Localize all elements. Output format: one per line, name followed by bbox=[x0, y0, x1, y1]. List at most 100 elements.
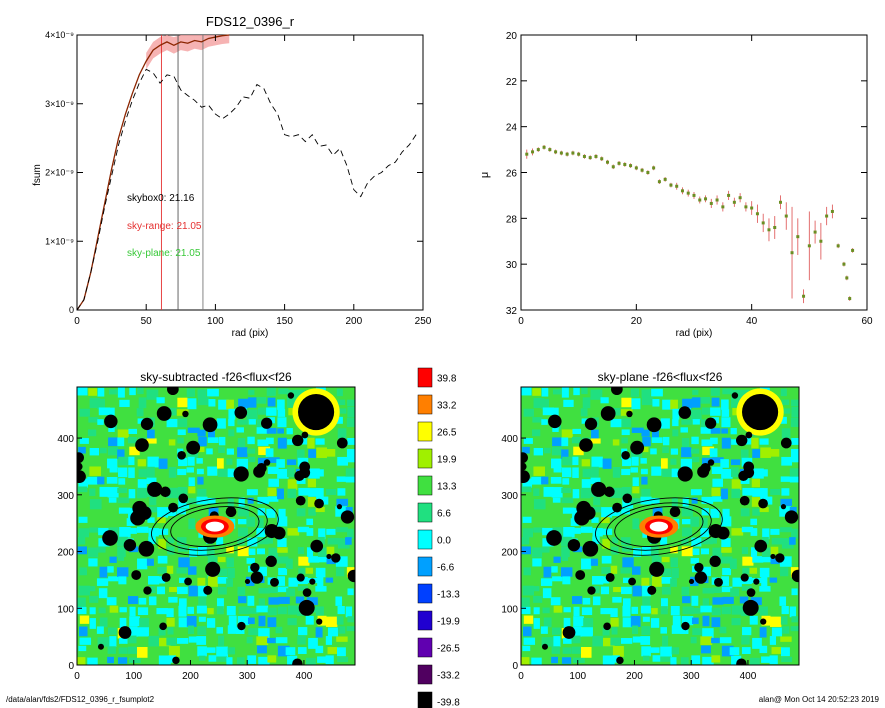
sky-plane-noise-cell bbox=[692, 548, 700, 555]
sky-plane-noise-cell bbox=[641, 446, 649, 453]
sky-plane-noise-cell bbox=[710, 537, 717, 544]
sky-subtracted-noise-cell bbox=[77, 537, 86, 545]
sky-plane-noise-cell bbox=[642, 436, 651, 447]
sky-plane-noise-cell bbox=[681, 527, 693, 537]
sky-subtracted-noise-cell bbox=[345, 476, 355, 483]
sky-subtracted-noise-cell bbox=[207, 556, 218, 563]
sky-subtracted-noise-cell bbox=[126, 518, 135, 526]
mu-point bbox=[617, 161, 621, 165]
sky-subtracted-noise-cell bbox=[109, 636, 117, 647]
sky-subtracted-mask-hole bbox=[160, 486, 171, 498]
sky-subtracted-noise-cell bbox=[157, 567, 168, 574]
sky-plane-noise-cell bbox=[580, 488, 591, 499]
sky-subtracted-mask-hole bbox=[250, 562, 260, 573]
sky-subtracted-noise-cell bbox=[287, 439, 296, 445]
sky-subtracted-ytick-label: 100 bbox=[57, 604, 74, 615]
sky-plane-noise-cell bbox=[521, 546, 531, 555]
sky-plane-noise-cell bbox=[580, 408, 588, 417]
sky-plane-noise-cell bbox=[761, 656, 773, 663]
sky-subtracted-mask-hole bbox=[159, 622, 167, 631]
sky-subtracted-noise-cell bbox=[257, 439, 269, 446]
sky-subtracted-noise-cell bbox=[136, 526, 149, 533]
sky-subtracted-mask-hole bbox=[340, 510, 355, 524]
sky-subtracted-noise-cell bbox=[79, 567, 87, 576]
sky-plane-noise-cell bbox=[540, 626, 548, 634]
sky-plane-noise-cell bbox=[701, 439, 713, 446]
sky-plane-noise-cell bbox=[551, 487, 563, 498]
sky-plane-mask-hole bbox=[579, 438, 593, 452]
sky-subtracted-noise-cell bbox=[277, 417, 287, 428]
sky-plane-noise-cell bbox=[541, 398, 549, 410]
sky-subtracted-noise-cell bbox=[228, 419, 235, 427]
sky-plane-noise-cell bbox=[710, 427, 721, 434]
sky-plane-noise-cell bbox=[672, 419, 679, 427]
sky-subtracted-noise-cell bbox=[128, 527, 137, 534]
sky-plane-noise-cell bbox=[690, 557, 699, 564]
sky-subtracted-noise-cell bbox=[119, 607, 127, 613]
sky-subtracted-noise-cell bbox=[325, 636, 333, 645]
sky-plane-noise-cell bbox=[592, 576, 604, 585]
sky-subtracted-noise-cell bbox=[78, 528, 90, 538]
mu-point bbox=[767, 228, 771, 232]
sky-plane-noise-cell bbox=[721, 547, 732, 553]
sky-plane-noise-cell bbox=[640, 468, 648, 475]
sky-subtracted-ytick-label: 0 bbox=[68, 661, 74, 672]
sky-plane-noise-cell bbox=[610, 418, 622, 428]
sky-subtracted-noise-cell bbox=[298, 567, 311, 575]
mu-point bbox=[531, 150, 535, 154]
sky-subtracted-noise-cell bbox=[187, 427, 200, 433]
sky-plane-noise-cell bbox=[571, 646, 584, 654]
sky-plane-noise-cell bbox=[632, 477, 639, 487]
sky-subtracted-noise-cell bbox=[267, 397, 276, 407]
sky-plane-noise-cell bbox=[602, 627, 610, 636]
sky-subtracted-noise-cell bbox=[337, 488, 346, 496]
sky-plane-mask-hole bbox=[681, 621, 690, 631]
sky-subtracted-mask-hole bbox=[138, 540, 155, 557]
sky-plane-noise-cell bbox=[570, 518, 579, 526]
sky-plane-noise-cell bbox=[551, 566, 558, 573]
sky-plane-noise-cell bbox=[630, 467, 638, 473]
sky-subtracted-noise-cell bbox=[166, 565, 174, 574]
sky-subtracted-noise-cell bbox=[228, 615, 237, 626]
sky-subtracted-noise-cell bbox=[256, 636, 269, 646]
sky-plane-mask-hole bbox=[739, 495, 750, 506]
sky-subtracted-noise-cell bbox=[167, 546, 175, 555]
sky-subtracted-noise-cell bbox=[296, 389, 306, 399]
sky-subtracted-noise-cell bbox=[226, 605, 236, 616]
sky-subtracted-mask-hole bbox=[256, 462, 267, 474]
sky-subtracted-noise-cell bbox=[308, 508, 316, 516]
sky-subtracted-noise-cell bbox=[277, 538, 287, 547]
sky-subtracted-xtick-label: 100 bbox=[125, 671, 142, 682]
sky-subtracted-noise-cell bbox=[227, 568, 235, 579]
sky-plane-mask-hole bbox=[780, 437, 792, 449]
sky-plane-noise-cell bbox=[681, 506, 693, 517]
sky-plane-noise-cell bbox=[712, 597, 724, 605]
sky-subtracted-noise-cell bbox=[285, 647, 296, 656]
sky-subtracted-mask-hole bbox=[147, 481, 163, 497]
mu-ytick-label: 28 bbox=[506, 214, 518, 225]
sky-plane-mask-hole bbox=[740, 573, 749, 582]
sky-subtracted-noise-cell bbox=[136, 488, 147, 499]
mu-ytick-label: 30 bbox=[506, 260, 518, 271]
sky-plane-noise-cell bbox=[531, 476, 542, 485]
sky-subtracted-noise-cell bbox=[167, 655, 176, 663]
sky-plane-noise-cell bbox=[750, 518, 758, 526]
sky-subtracted-mask-hole bbox=[314, 498, 324, 509]
sky-plane-noise-cell bbox=[542, 527, 554, 536]
sky-plane-noise-cell bbox=[573, 446, 584, 456]
sky-subtracted-noise-cell bbox=[258, 615, 266, 627]
sky-subtracted-noise-cell bbox=[188, 518, 196, 530]
mu-point bbox=[548, 148, 552, 152]
footer-path: /data/alan/fds2/FDS12_0396_r_fsumplot2 bbox=[6, 695, 155, 704]
fsum-ytick-label: 1×10⁻⁹ bbox=[45, 236, 74, 246]
sky-plane-noise-cell bbox=[681, 419, 692, 425]
sky-plane-noise-cell bbox=[541, 476, 549, 485]
sky-subtracted-mask-hole bbox=[310, 539, 324, 553]
sky-subtracted-noise-cell bbox=[226, 557, 234, 568]
sky-plane-noise-cell bbox=[680, 626, 689, 634]
sky-plane-noise-cell bbox=[789, 537, 796, 545]
sky-subtracted-noise-cell bbox=[166, 637, 177, 646]
sky-plane-noise-cell bbox=[712, 587, 723, 593]
mu-point bbox=[582, 154, 586, 158]
sky-plane-noise-cell bbox=[741, 526, 754, 533]
